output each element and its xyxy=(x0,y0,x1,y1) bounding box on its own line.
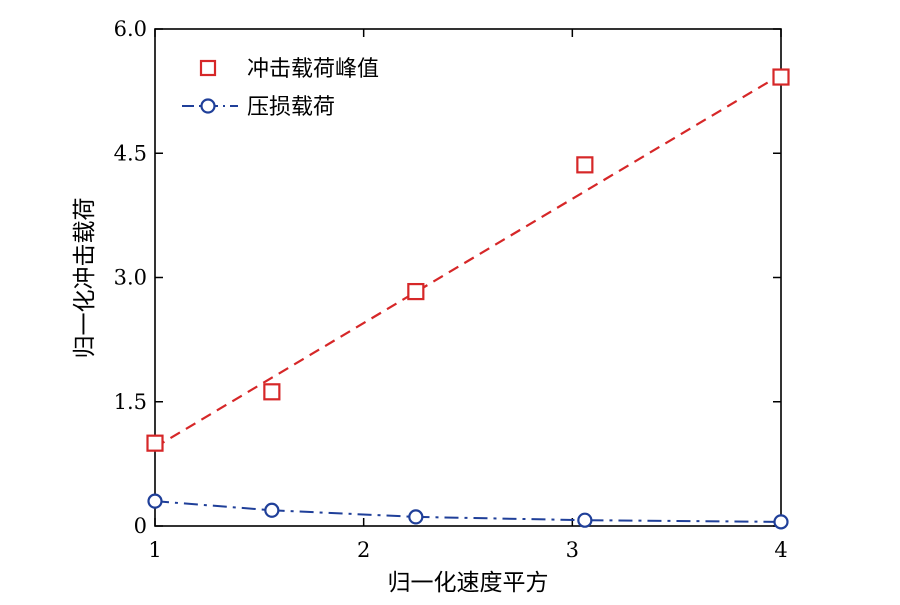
series-peak-point xyxy=(407,282,425,301)
legend-marker-square xyxy=(199,59,217,77)
series-peak-point xyxy=(263,383,281,401)
x-axis-title: 归一化速度平方 xyxy=(388,570,549,596)
series-crush-point xyxy=(773,514,789,530)
x-tick-label: 1 xyxy=(148,538,161,562)
legend-label-crush: 压损载荷 xyxy=(247,95,335,120)
series-crush-line xyxy=(154,500,782,523)
x-tick-label: 4 xyxy=(774,538,787,562)
legend-marker-circle xyxy=(200,98,216,114)
y-tick-label: 1.5 xyxy=(114,390,147,414)
y-tick-label: 6.0 xyxy=(114,17,147,41)
legend-label-peak: 冲击载荷峰值 xyxy=(247,57,379,82)
series-peak-point xyxy=(772,68,790,86)
tick-labels: 1 2 3 4 0 1.5 3.0 4.5 6.0 xyxy=(114,17,788,562)
series-peak-point xyxy=(576,156,594,174)
x-tick-label: 2 xyxy=(357,538,370,562)
y-tick-label: 3.0 xyxy=(114,266,147,290)
axis-ticks xyxy=(154,28,782,527)
legend: 冲击载荷峰值 压损载荷 xyxy=(182,57,379,120)
y-tick-label: 4.5 xyxy=(114,141,147,165)
series-crush-point xyxy=(577,512,593,528)
series-lines xyxy=(154,73,782,523)
series-markers xyxy=(146,68,790,530)
series-peak-point xyxy=(146,434,164,452)
y-axis-title: 归一化冲击载荷 xyxy=(72,198,98,359)
x-tick-label: 3 xyxy=(566,538,579,562)
series-crush-point xyxy=(147,493,163,509)
series-crush-point xyxy=(408,509,424,525)
series-peak-fit-line xyxy=(154,73,782,449)
series-crush-point xyxy=(264,502,280,518)
y-tick-label: 0 xyxy=(134,514,147,538)
